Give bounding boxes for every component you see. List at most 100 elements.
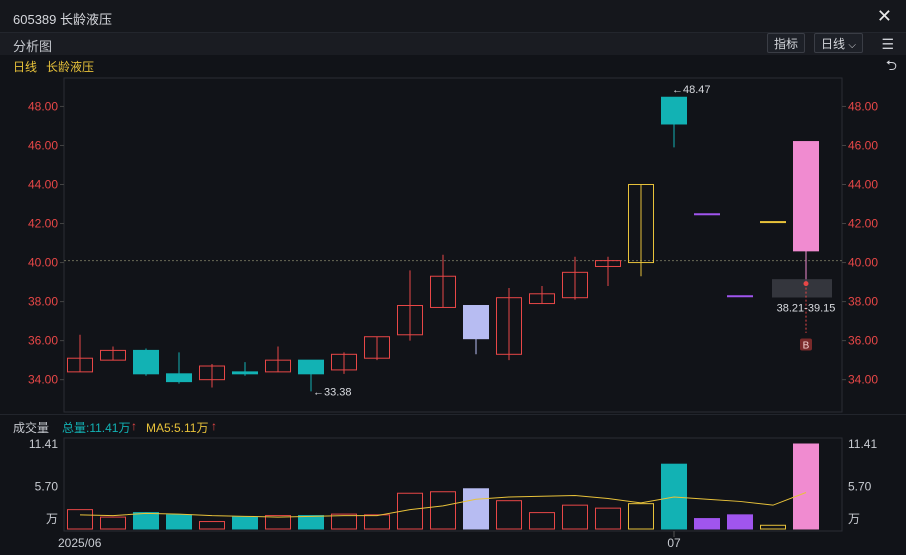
period-select-label: 日线 [821,37,846,51]
range-box [772,279,832,298]
volume-bar [430,491,456,530]
indicator-button[interactable]: 指标 [767,33,806,53]
volume-bar [760,524,786,530]
candle-body [199,365,225,381]
candle-body [232,371,258,375]
candle-body [694,213,720,216]
candle-body [100,349,126,361]
toolbar-title: 分析图 [13,39,53,54]
volume-bar [364,514,390,530]
volume-tick-label-left: 5.70 [35,480,59,494]
volume-tick-label-left: 万 [46,512,58,526]
period-select[interactable]: 日线 ⌵ [814,33,863,53]
range-annotation: 38.21-39.15 [777,303,836,315]
price-tick-label-left: 36.00 [28,334,58,348]
volume-bar [628,503,654,530]
candle-body [265,359,291,373]
price-tick-label-left: 46.00 [28,138,58,152]
volume-header: 成交量 总量:11.41万 ↑ MA5:5.11万 ↑ [0,414,906,436]
volume-total: 总量:11.41万 [62,421,131,435]
candle-body [562,271,588,299]
ma5-line [79,492,807,518]
volume-bar [133,512,159,530]
volume-bar [298,515,324,530]
volume-tick-label-right: 11.41 [848,437,877,451]
toolbar: 分析图 指标 日线 ⌵ ☰ [0,33,906,55]
low-annotation: ←33.38 [313,386,352,398]
volume-bar [265,515,291,530]
volume-ma5-arrow: ↑ [211,419,217,433]
volume-bar [727,514,753,530]
candle-body [661,96,687,125]
price-tick-label-left: 38.00 [28,295,58,309]
close-icon[interactable]: ✕ [876,6,892,26]
price-tick-label-right: 34.00 [848,373,878,387]
menu-icon[interactable]: ☰ [881,36,894,52]
candle-body [67,357,93,373]
volume-bar [397,492,423,530]
volume-bar [199,521,225,530]
price-tick-label-right: 44.00 [848,177,878,191]
price-tick-label-left: 34.00 [28,373,58,387]
chart-stock-name: 长龄液压 [46,60,95,74]
volume-bar [496,500,522,530]
price-tick-label-right: 42.00 [848,217,878,231]
candle-body [760,221,786,224]
buy-marker: B [803,341,810,352]
candle-body [529,293,555,305]
volume-bar [694,518,720,530]
price-panel-frame [63,77,843,413]
chart-period: 日线 [13,60,38,74]
price-tick-label-right: 46.00 [848,138,878,152]
volume-bar [232,516,258,530]
volume-bar [529,512,555,530]
candle-body [166,373,192,383]
volume-bar [166,514,192,530]
candle-body [331,353,357,371]
price-tick-label-right: 38.00 [848,295,878,309]
volume-panel-frame [63,437,843,532]
price-chart[interactable]: 48.00 48.00 46.00 46.00 44.00 44.00 42.00 42.00… [0,75,906,555]
volume-bar [100,516,126,530]
window-title: 605389 长龄液压 [13,12,112,27]
price-tick-label-right: 36.00 [848,334,878,348]
volume-bar [67,509,93,530]
undo-icon[interactable]: ⮌ [885,57,897,73]
candle-body [793,141,819,252]
candle-body [496,297,522,355]
price-tick-label-left: 42.00 [28,217,58,231]
volume-tick-label-left: 11.41 [29,437,58,451]
price-tick-label-right: 40.00 [848,256,878,270]
price-tick-label-right: 48.00 [848,99,878,113]
candle-body [397,305,423,336]
candle-body [628,183,654,264]
volume-bar [331,513,357,530]
volume-bar [463,488,489,530]
volume-label: 成交量 [13,421,50,435]
candle-body [595,260,621,267]
price-tick-label-left: 40.00 [28,256,58,270]
candle-body [430,275,456,308]
candle-body [463,305,489,340]
x-label-start: 2025/06 [58,536,102,550]
buy-marker-bg [800,338,812,351]
candle-body [133,349,159,375]
volume-bar [562,504,588,530]
volume-ma5: MA5:5.11万 [146,421,209,435]
price-tick-label-left: 44.00 [28,177,58,191]
volume-bar [793,443,819,530]
volume-tick-label-right: 5.70 [848,480,872,494]
candle-body [364,336,390,359]
high-annotation: ←48.47 [672,84,711,96]
indicator-button-label: 指标 [774,37,799,51]
chart-header: 日线 长龄液压 ⮌ [0,55,906,75]
window-titlebar: 605389 长龄液压 ✕ [0,0,906,33]
volume-total-arrow: ↑ [131,419,137,433]
price-tick-label-left: 48.00 [28,99,58,113]
chevron-down-icon: ⌵ [848,40,856,51]
x-label-07: 07 [667,536,681,550]
volume-tick-label-right: 万 [848,512,860,526]
candle-body [727,295,753,298]
volume-bar [595,507,621,530]
candle-body [298,359,324,375]
